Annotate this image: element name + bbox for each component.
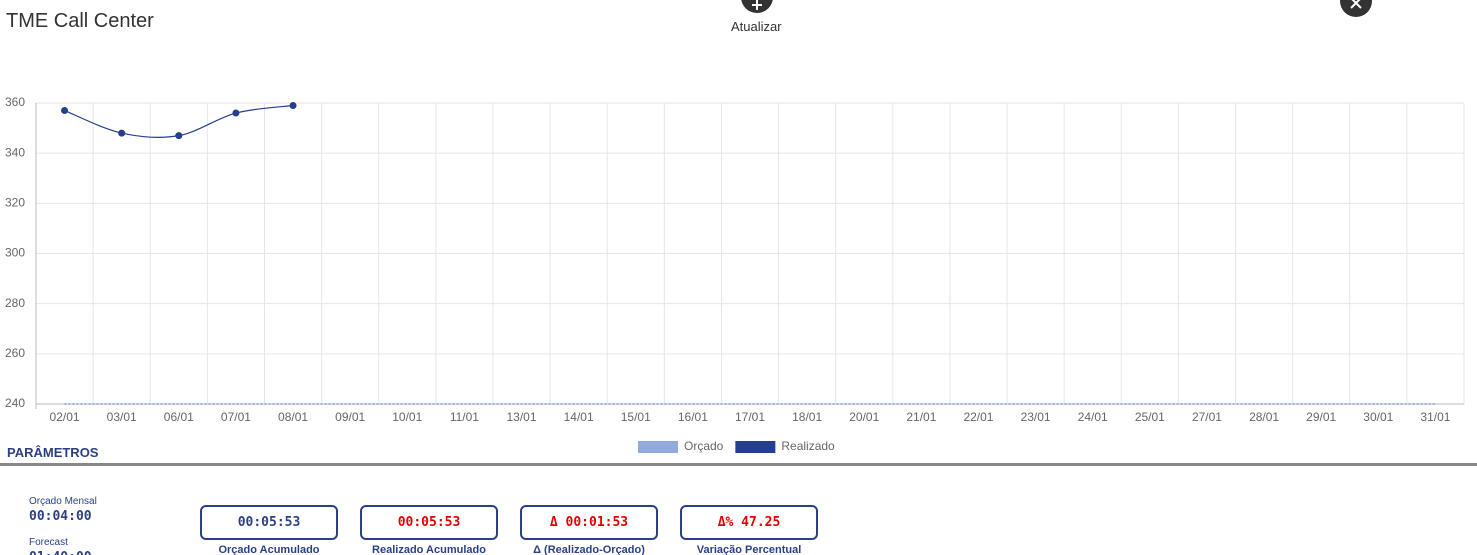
legend-swatch bbox=[735, 441, 776, 453]
kpi-box: 00:05:53 bbox=[200, 505, 338, 540]
y-tick-label: 360 bbox=[5, 95, 25, 109]
x-tick-label: 17/01 bbox=[735, 410, 765, 424]
param-label: Forecast bbox=[29, 537, 68, 548]
y-tick-label: 280 bbox=[5, 296, 25, 310]
x-tick-label: 23/01 bbox=[1021, 410, 1051, 424]
data-point bbox=[232, 109, 240, 117]
app-title: TME Call Center bbox=[6, 10, 154, 32]
kpi-label: Variação Percentual bbox=[696, 544, 802, 555]
x-tick-label: 14/01 bbox=[564, 410, 594, 424]
param-value: 01:40:00 bbox=[29, 550, 92, 555]
x-tick-label: 30/01 bbox=[1363, 410, 1393, 424]
x-tick-label: 27/01 bbox=[1192, 410, 1222, 424]
kpi-label: Δ (Realizado-Orçado) bbox=[533, 544, 645, 555]
close-icon[interactable] bbox=[1340, 0, 1372, 17]
y-tick-label: 340 bbox=[5, 145, 25, 159]
refresh-icon[interactable] bbox=[740, 0, 774, 14]
x-tick-label: 22/01 bbox=[963, 410, 993, 424]
kpi-box: 00:05:53 bbox=[360, 505, 498, 540]
param-label: Orçado Mensal bbox=[29, 496, 97, 507]
data-point bbox=[175, 132, 183, 140]
kpi-box: Δ 00:01:53 bbox=[520, 505, 658, 540]
x-tick-label: 29/01 bbox=[1306, 410, 1336, 424]
chart: 240 260 280 300 320 340 360 02/01 03/01 06/01 07/0… bbox=[5, 95, 1465, 453]
x-tick-label: 18/01 bbox=[792, 410, 822, 424]
section-title: PARÂMETROS bbox=[7, 445, 99, 460]
x-tick-label: 21/01 bbox=[906, 410, 936, 424]
kpi-box: Δ% 47.25 bbox=[680, 505, 818, 540]
divider bbox=[0, 463, 1477, 466]
legend-label: Realizado bbox=[781, 439, 835, 453]
kpi-label: Realizado Acumulado bbox=[372, 544, 486, 555]
x-tick-label: 31/01 bbox=[1420, 410, 1450, 424]
y-tick-label: 260 bbox=[5, 346, 25, 360]
x-tick-label: 13/01 bbox=[507, 410, 537, 424]
x-tick-label: 09/01 bbox=[335, 410, 365, 424]
legend-label: Orçado bbox=[684, 439, 724, 453]
x-tick-label: 06/01 bbox=[164, 410, 194, 424]
x-tick-label: 02/01 bbox=[50, 410, 80, 424]
x-tick-label: 15/01 bbox=[621, 410, 651, 424]
data-point bbox=[61, 107, 69, 115]
x-tick-label: 08/01 bbox=[278, 410, 308, 424]
x-tick-label: 20/01 bbox=[849, 410, 879, 424]
kpi-label: Orçado Acumulado bbox=[218, 544, 320, 555]
legend-swatch bbox=[638, 441, 678, 453]
y-tick-label: 320 bbox=[5, 196, 25, 210]
y-tick-label: 300 bbox=[5, 246, 25, 260]
refresh-label[interactable]: Atualizar bbox=[731, 19, 782, 34]
data-point bbox=[118, 129, 126, 137]
data-point bbox=[289, 102, 297, 110]
x-tick-label: 11/01 bbox=[450, 410, 479, 424]
y-tick-label: 240 bbox=[5, 396, 25, 410]
x-tick-label: 10/01 bbox=[392, 410, 422, 424]
x-tick-label: 24/01 bbox=[1078, 410, 1108, 424]
x-tick-label: 25/01 bbox=[1135, 410, 1165, 424]
x-tick-label: 16/01 bbox=[678, 410, 708, 424]
x-tick-label: 03/01 bbox=[107, 410, 137, 424]
x-tick-label: 07/01 bbox=[221, 410, 251, 424]
x-tick-label: 28/01 bbox=[1249, 410, 1279, 424]
param-value: 00:04:00 bbox=[29, 509, 92, 524]
